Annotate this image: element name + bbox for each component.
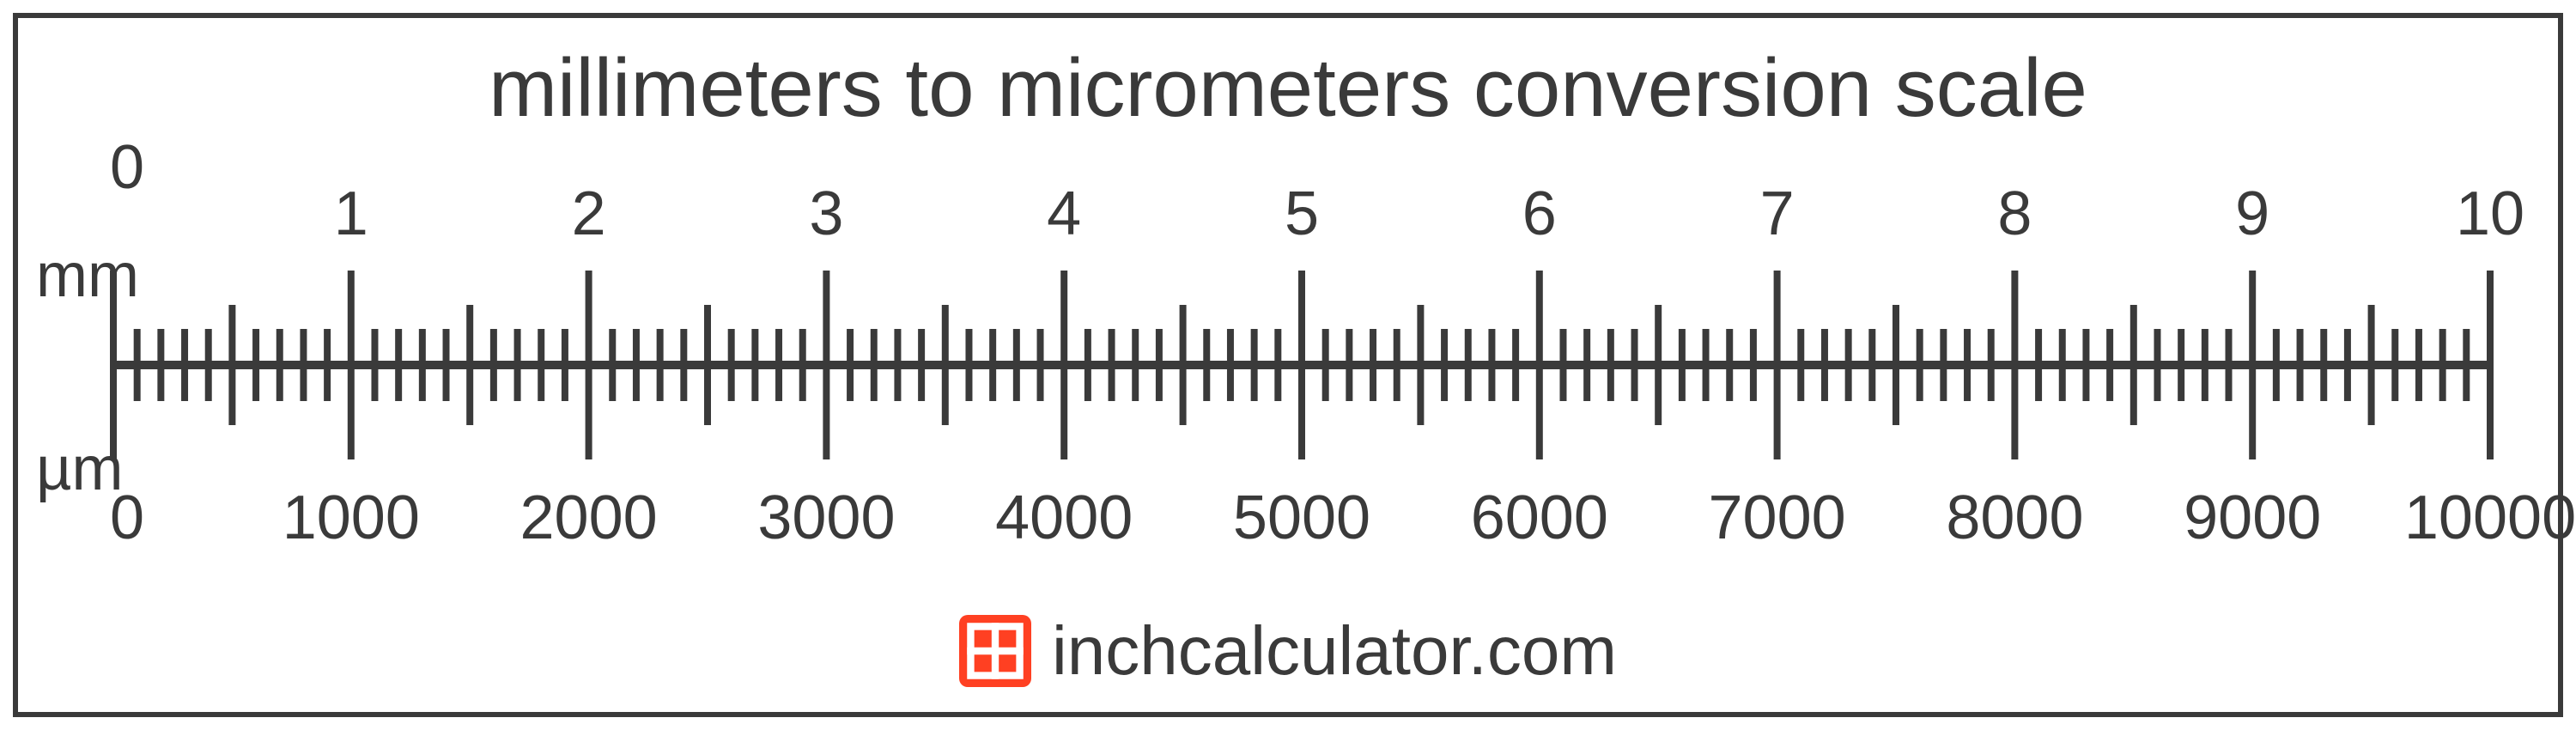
- svg-text:2000: 2000: [520, 484, 658, 552]
- svg-text:4000: 4000: [995, 484, 1133, 552]
- brand-row: inchcalculator.com: [0, 611, 2576, 690]
- svg-text:6000: 6000: [1471, 484, 1608, 552]
- calculator-grid-icon: [959, 615, 1031, 687]
- svg-text:10000: 10000: [2404, 484, 2576, 552]
- svg-text:0: 0: [110, 484, 144, 552]
- svg-text:8: 8: [1997, 179, 2032, 248]
- svg-text:7: 7: [1760, 179, 1795, 248]
- brand-text: inchcalculator.com: [1052, 611, 1617, 690]
- svg-text:7000: 7000: [1709, 484, 1846, 552]
- svg-text:10: 10: [2456, 179, 2524, 248]
- svg-text:3000: 3000: [757, 484, 895, 552]
- svg-text:4: 4: [1047, 179, 1081, 248]
- svg-text:8000: 8000: [1946, 484, 2083, 552]
- svg-text:5: 5: [1285, 179, 1319, 248]
- svg-text:6: 6: [1522, 179, 1557, 248]
- svg-text:3: 3: [809, 179, 843, 248]
- svg-text:1: 1: [334, 179, 368, 248]
- svg-text:5000: 5000: [1233, 484, 1370, 552]
- svg-text:9: 9: [2235, 179, 2269, 248]
- svg-text:2: 2: [572, 179, 606, 248]
- svg-text:0: 0: [110, 133, 144, 202]
- svg-text:9000: 9000: [2184, 484, 2321, 552]
- svg-text:1000: 1000: [283, 484, 420, 552]
